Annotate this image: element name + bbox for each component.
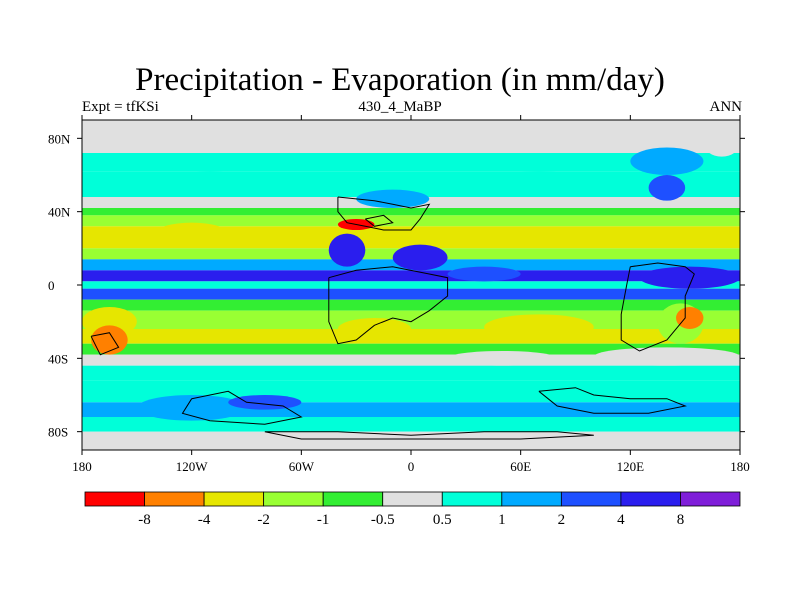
y-tick-label-0: 80N bbox=[48, 131, 71, 146]
regional-feature-20 bbox=[356, 189, 430, 208]
colorbar-swatch-7 bbox=[501, 491, 562, 507]
zonal-band-0 bbox=[82, 120, 740, 153]
colorbar-swatch-4 bbox=[322, 491, 384, 507]
continent-outline-1 bbox=[328, 266, 449, 345]
regional-feature-21 bbox=[155, 153, 265, 172]
season-label: ANN bbox=[709, 99, 743, 115]
x-tick-label-1: 120W bbox=[176, 459, 209, 474]
regional-feature-9 bbox=[676, 307, 704, 329]
zonal-band-4 bbox=[82, 208, 740, 216]
colorbar-label-2: -2 bbox=[257, 512, 270, 528]
colorbar-label-7: 2 bbox=[558, 512, 566, 528]
colorbar-swatch-10 bbox=[680, 491, 741, 507]
x-tick-label-6: 180 bbox=[730, 459, 750, 474]
zonal-band-16 bbox=[82, 354, 740, 366]
colorbar-swatch-2 bbox=[203, 491, 265, 507]
regional-feature-14 bbox=[593, 347, 740, 366]
regional-feature-0 bbox=[155, 222, 229, 245]
continent-outline-7 bbox=[364, 214, 394, 227]
regional-feature-15 bbox=[136, 395, 247, 421]
colorbar-label-9: 8 bbox=[677, 512, 685, 528]
x-tick-label-0: 180 bbox=[72, 459, 92, 474]
colorbar-swatch-8 bbox=[560, 491, 622, 507]
zonal-band-5 bbox=[82, 215, 740, 227]
continent-outline-4 bbox=[538, 387, 687, 414]
colorbar-swatch-0 bbox=[84, 491, 145, 507]
regional-feature-16 bbox=[228, 395, 302, 410]
y-tick-label-3: 40S bbox=[48, 351, 68, 366]
colorbar-swatch-3 bbox=[263, 491, 324, 507]
colorbar-label-5: 0.5 bbox=[433, 512, 452, 528]
chart-title: Precipitation - Evaporation (in mm/day) bbox=[135, 62, 665, 98]
regional-feature-7 bbox=[82, 307, 137, 337]
colorbar-swatch-9 bbox=[620, 491, 681, 507]
regional-feature-12 bbox=[484, 314, 594, 340]
regional-feature-4 bbox=[447, 266, 521, 282]
regional-feature-18 bbox=[648, 175, 686, 201]
zonal-band-17 bbox=[82, 365, 740, 381]
regional-feature-13 bbox=[447, 351, 558, 366]
axis-ticks: 180 120W 60W 0 60E 120E 180 80N 40N 0 40S 80S bbox=[48, 115, 750, 474]
zonal-band-11 bbox=[82, 288, 740, 300]
experiment-label: Expt = tfKSi bbox=[82, 99, 159, 115]
colorbar-label-1: -4 bbox=[198, 512, 211, 528]
pe-field bbox=[82, 120, 740, 450]
continent-outline-6 bbox=[90, 332, 120, 356]
colorbar: -8 -4 -2 -1 -0.5 0.5 1 2 4 8 bbox=[84, 491, 741, 528]
colorbar-label-3: -1 bbox=[317, 512, 330, 528]
zonal-band-15 bbox=[82, 343, 740, 355]
regional-feature-10 bbox=[91, 325, 128, 355]
regional-feature-2 bbox=[328, 233, 366, 267]
y-tick-label-4: 80S bbox=[48, 425, 68, 440]
zonal-band-13 bbox=[82, 310, 740, 329]
colorbar-label-0: -8 bbox=[138, 512, 151, 528]
colorbar-swatch-6 bbox=[441, 491, 503, 507]
regional-feature-11 bbox=[337, 318, 412, 340]
y-tick-label-2: 0 bbox=[48, 278, 55, 293]
zonal-band-20 bbox=[82, 417, 740, 432]
x-tick-label-2: 60W bbox=[289, 459, 315, 474]
chart-subtitle: 430_4_MaBP bbox=[358, 99, 442, 115]
zonal-band-21 bbox=[82, 431, 740, 450]
x-tick-label-4: 60E bbox=[510, 459, 531, 474]
continent-outlines bbox=[90, 196, 695, 440]
continent-outline-3 bbox=[181, 390, 303, 425]
regional-feature-5 bbox=[639, 266, 740, 289]
zonal-band-9 bbox=[82, 270, 740, 282]
x-tick-label-5: 120E bbox=[617, 459, 645, 474]
regional-feature-19 bbox=[703, 129, 740, 157]
zonal-band-12 bbox=[82, 299, 740, 311]
regional-feature-17 bbox=[630, 147, 704, 175]
colorbar-label-8: 4 bbox=[617, 512, 625, 528]
colorbar-swatch-5 bbox=[382, 491, 443, 507]
colorbar-label-6: 1 bbox=[498, 512, 506, 528]
colorbar-label-4: -0.5 bbox=[371, 512, 395, 528]
continent-outline-2 bbox=[620, 262, 695, 352]
zonal-band-14 bbox=[82, 329, 740, 344]
x-tick-label-3: 0 bbox=[408, 459, 415, 474]
zonal-band-10 bbox=[82, 281, 740, 289]
y-tick-label-1: 40N bbox=[48, 205, 71, 220]
regional-feature-3 bbox=[392, 244, 448, 271]
colorbar-swatch-1 bbox=[144, 491, 205, 507]
regional-feature-22 bbox=[465, 153, 613, 172]
continent-outline-5 bbox=[264, 431, 594, 440]
continent-outline-0 bbox=[337, 196, 431, 231]
